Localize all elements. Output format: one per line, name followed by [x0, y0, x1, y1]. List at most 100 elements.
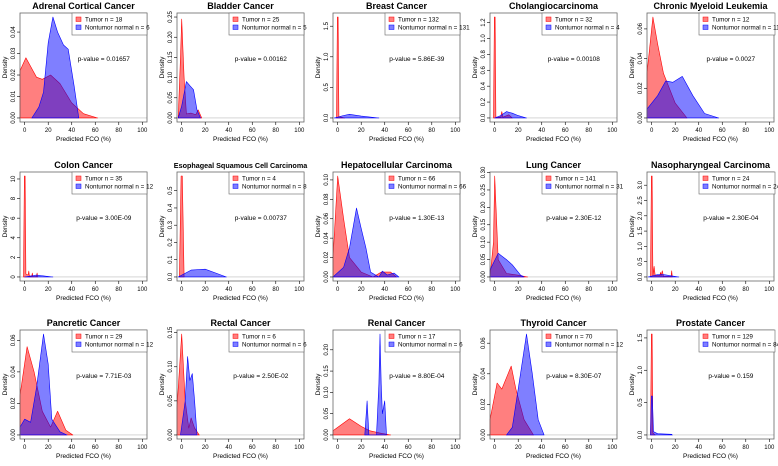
panel-nasopharyngeal-carcinoma: Nasopharyngeal Carcinoma 0 20 40 60 80 100 0.0 0… — [629, 160, 778, 302]
legend-swatch-tumor — [702, 333, 709, 339]
x-tick-label: 20 — [358, 128, 365, 134]
x-tick-label: 0 — [493, 445, 497, 451]
p-value-label: p-value = 8.80E-04 — [389, 373, 444, 380]
y-axis-label: Density — [315, 56, 322, 78]
legend-swatch-normal — [702, 24, 709, 30]
x-axis-label: Predicted FCO (%) — [526, 136, 581, 143]
x-tick-label: 40 — [381, 128, 388, 134]
panel-title: Prostate Cancer — [676, 318, 746, 328]
y-tick-label: 0.0 — [168, 272, 174, 281]
x-axis-label: Predicted FCO (%) — [213, 295, 268, 302]
legend-box — [228, 12, 305, 36]
x-tick-label: 80 — [272, 128, 279, 134]
x-tick-label: 0 — [180, 128, 184, 134]
x-tick-label: 100 — [137, 128, 148, 134]
legend-label: Nontumor normal n = 6 — [398, 342, 463, 349]
x-tick-label: 40 — [225, 128, 232, 134]
x-tick-label: 0 — [493, 128, 497, 134]
y-tick-label: 0.25 — [481, 183, 487, 195]
y-tick-label: 0.5 — [324, 83, 330, 92]
p-value-label: p-value = 3.00E-09 — [76, 215, 131, 222]
x-tick-label: 0 — [180, 445, 184, 451]
x-tick-label: 0 — [180, 287, 184, 293]
nontumor-density-area — [650, 395, 673, 436]
legend-box — [71, 329, 148, 353]
y-tick-label: 0.4 — [168, 203, 174, 212]
tumor-density-area — [332, 418, 391, 436]
legend-label: Tumor n = 132 — [398, 17, 439, 24]
y-tick-label: 0.15 — [324, 365, 330, 377]
x-axis-label: Predicted FCO (%) — [369, 136, 424, 143]
legend-box — [384, 12, 461, 36]
x-tick-label: 80 — [115, 128, 122, 134]
y-tick-label: 0.01 — [11, 90, 17, 102]
x-tick-label: 60 — [719, 287, 726, 293]
y-axis-label: Density — [315, 373, 322, 395]
x-tick-label: 100 — [607, 128, 618, 134]
legend-box — [228, 329, 305, 353]
x-tick-label: 100 — [764, 128, 775, 134]
x-tick-label: 0 — [23, 287, 27, 293]
y-tick-label: 0.0 — [481, 113, 487, 122]
legend-label: Tumor n = 17 — [398, 334, 436, 341]
x-tick-label: 100 — [450, 445, 461, 451]
x-tick-label: 80 — [742, 128, 749, 134]
x-tick-label: 100 — [764, 287, 775, 293]
x-tick-label: 80 — [585, 128, 592, 134]
legend-box — [71, 12, 148, 36]
x-tick-label: 80 — [272, 445, 279, 451]
y-axis-label: Density — [159, 373, 166, 395]
y-tick-label: 0.05 — [324, 407, 330, 419]
panel-hepatocellular-carcinoma: Hepatocellular Carcinoma 0 20 40 60 80 100 0.00… — [315, 160, 467, 302]
tumor-density-area — [23, 175, 38, 278]
y-axis-label: Density — [629, 56, 636, 78]
legend-box — [228, 171, 305, 195]
y-tick-label: 0.05 — [168, 91, 174, 103]
legend-swatch-tumor — [75, 333, 82, 339]
x-tick-label: 20 — [45, 287, 52, 293]
p-value-label: p-value = 8.30E-07 — [546, 373, 601, 380]
legend-swatch-tumor — [388, 175, 395, 181]
p-value-label: p-value = 0.159 — [708, 373, 753, 380]
y-tick-label: 4 — [11, 235, 17, 239]
nontumor-density-area — [177, 81, 201, 119]
y-tick-label: 0.02 — [11, 397, 17, 409]
legend-box — [384, 171, 461, 195]
y-tick-label: 0.02 — [11, 69, 17, 81]
legend-label: Nontumor normal n = 8 — [242, 184, 307, 191]
legend-swatch-normal — [232, 24, 239, 30]
x-tick-label: 40 — [695, 287, 702, 293]
legend-label: Tumor n = 24 — [712, 176, 750, 183]
x-tick-label: 80 — [428, 128, 435, 134]
legend-label: Tumor n = 6 — [242, 334, 276, 341]
panel-cholangiocarcinoma: Cholangiocarcinoma 0 20 40 60 80 100 0.0 0.2 0.4 0… — [472, 1, 620, 143]
panel-title: Nasopharyngeal Carcinoma — [651, 160, 771, 170]
nontumor-density-area — [31, 16, 80, 119]
x-tick-label: 80 — [585, 445, 592, 451]
x-axis-label: Predicted FCO (%) — [56, 295, 111, 302]
y-tick-label: 0.5 — [168, 186, 174, 195]
tumor-density-area — [650, 175, 673, 278]
x-tick-label: 80 — [742, 445, 749, 451]
y-tick-label: 0.0 — [638, 430, 644, 439]
p-value-label: p-value = 0.01657 — [78, 56, 131, 63]
legend-box — [698, 12, 776, 36]
legend-label: Tumor n = 29 — [85, 334, 123, 341]
y-tick-label: 0.03 — [11, 47, 17, 59]
legend-box — [541, 12, 618, 36]
legend-swatch-tumor — [75, 16, 82, 22]
x-tick-label: 0 — [336, 128, 340, 134]
y-tick-label: 10 — [11, 175, 17, 182]
x-axis-label: Predicted FCO (%) — [213, 453, 268, 460]
legend-label: Nontumor normal n = 6 — [242, 342, 307, 349]
x-tick-label: 20 — [45, 445, 52, 451]
x-tick-label: 0 — [650, 287, 654, 293]
legend-label: Tumor n = 25 — [242, 17, 280, 24]
y-tick-label: 0.06 — [481, 337, 487, 349]
panel-breast-cancer: Breast Cancer 0 20 40 60 80 100 0.0 0.5 1.0 1.5 Pre… — [315, 1, 470, 143]
x-tick-label: 20 — [672, 445, 679, 451]
legend-swatch-normal — [545, 24, 552, 30]
x-tick-label: 80 — [585, 287, 592, 293]
legend-label: Nontumor normal n = 131 — [398, 25, 470, 32]
